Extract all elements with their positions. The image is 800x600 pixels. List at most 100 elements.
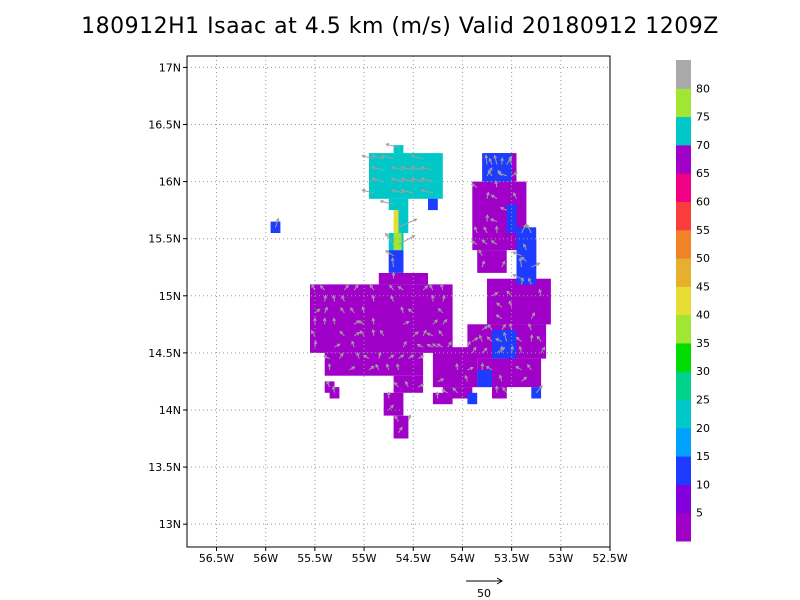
wind-vector-head — [391, 271, 396, 276]
wind-vector-head — [484, 154, 489, 159]
wind-vector — [401, 178, 414, 183]
wind-vector — [506, 156, 512, 165]
wind-vector-head — [356, 351, 360, 356]
wind-speed-cell — [477, 370, 492, 388]
wind-vector-head — [518, 257, 523, 262]
wind-vector — [515, 366, 522, 371]
colorbar-label: 25 — [696, 394, 710, 407]
wind-vector-head — [400, 166, 405, 170]
wind-vector — [501, 261, 505, 268]
wind-vector-head — [371, 154, 376, 159]
wind-vector-head — [400, 177, 405, 182]
colorbar-swatch — [676, 201, 691, 231]
colorbar-swatch — [676, 144, 691, 174]
wind-vectors — [275, 143, 546, 434]
wind-vector-head — [523, 376, 528, 381]
wind-vector-head — [395, 363, 400, 368]
wind-vector-head — [536, 262, 541, 266]
wind-vector — [499, 375, 503, 382]
wind-vector-head — [527, 363, 531, 368]
wind-vector-head — [351, 366, 356, 370]
wind-vector-head — [356, 332, 361, 336]
wind-vector-head — [487, 323, 492, 328]
wind-vector — [411, 178, 424, 183]
wind-vector-head — [407, 414, 412, 419]
wind-vector-head — [390, 404, 394, 409]
colorbar-label: 75 — [696, 111, 710, 124]
wind-vector — [496, 302, 503, 308]
wind-vector-head — [371, 317, 376, 322]
wind-vector-head — [405, 380, 409, 385]
wind-vector — [452, 387, 458, 394]
wind-vector — [494, 155, 498, 165]
wind-vector-head — [426, 343, 431, 348]
wind-speed-cell — [467, 392, 478, 405]
wind-vector-head — [400, 354, 405, 359]
wind-vector — [486, 336, 493, 342]
wind-vector — [530, 312, 535, 319]
wind-vector-head — [442, 294, 446, 299]
wind-vector-head — [436, 343, 441, 347]
wind-vector-head — [319, 285, 324, 289]
wind-vector-head — [455, 362, 459, 367]
wind-vector-head — [400, 306, 404, 311]
wind-vector-head — [478, 249, 482, 254]
wind-vector — [381, 155, 394, 160]
wind-vector-head — [481, 239, 486, 244]
wind-speed-cell — [393, 375, 424, 393]
wind-vector-head — [489, 218, 494, 222]
wind-vector-head — [345, 284, 349, 289]
wind-vector-head — [362, 354, 367, 359]
axis-tick-labels: 56.5W 56W 55.5W 55W 54.5W 54W 53.5W 53W 52.5W 13N… — [148, 61, 628, 565]
wind-speed-cell — [531, 387, 542, 399]
wind-vector-head — [495, 338, 500, 342]
wind-vector — [531, 262, 540, 268]
wind-vector — [501, 158, 503, 165]
wind-vector-head — [316, 308, 321, 313]
wind-vector-head — [426, 332, 431, 337]
wind-vector-head — [361, 188, 366, 193]
wind-vector-head — [361, 154, 366, 159]
wind-vector — [385, 233, 395, 245]
colorbar-label: 20 — [696, 422, 710, 435]
colorbar-swatch — [676, 286, 691, 316]
wind-vector — [380, 200, 394, 205]
x-tick-label: 56W — [253, 552, 278, 565]
wind-vector-head — [400, 188, 405, 193]
wind-vector — [401, 166, 414, 171]
wind-vector-head — [515, 365, 520, 370]
colorbar-label: 45 — [696, 280, 710, 293]
wind-vector-head — [520, 277, 525, 282]
wind-vector-head — [399, 426, 403, 431]
wind-vector-head — [448, 341, 452, 346]
wind-vector — [540, 347, 545, 354]
wind-vector — [391, 178, 404, 183]
wind-speed-cell — [506, 204, 517, 233]
wind-vector-head — [500, 157, 504, 162]
colorbar-swatch — [676, 399, 691, 429]
wind-vector-head — [485, 365, 490, 370]
wind-vector — [486, 192, 489, 199]
wind-vector — [526, 224, 532, 234]
wind-vector — [401, 189, 414, 194]
wind-vector-head — [332, 317, 336, 322]
colorbar-swatch — [676, 116, 691, 146]
wind-vector-head — [370, 365, 375, 370]
wind-vector-head — [514, 172, 519, 176]
wind-vector-head — [359, 330, 364, 334]
wind-vector-head — [503, 331, 507, 336]
wind-vector-head — [483, 347, 488, 352]
wind-vector-head — [386, 391, 391, 396]
wind-vector-head — [420, 166, 425, 170]
colorbar-label: 60 — [696, 196, 710, 209]
wind-vector-head — [494, 179, 499, 184]
colorbar-label: 80 — [696, 82, 710, 95]
wind-vector — [500, 207, 507, 211]
wind-reference-arrow: 50 — [466, 577, 503, 600]
wind-vector-head — [501, 260, 506, 265]
wind-vector — [485, 155, 488, 165]
wind-speed-cell — [393, 415, 409, 439]
wind-vector-head — [385, 143, 390, 147]
wind-vector-head — [472, 346, 477, 351]
y-tick-label: 13N — [159, 518, 181, 531]
